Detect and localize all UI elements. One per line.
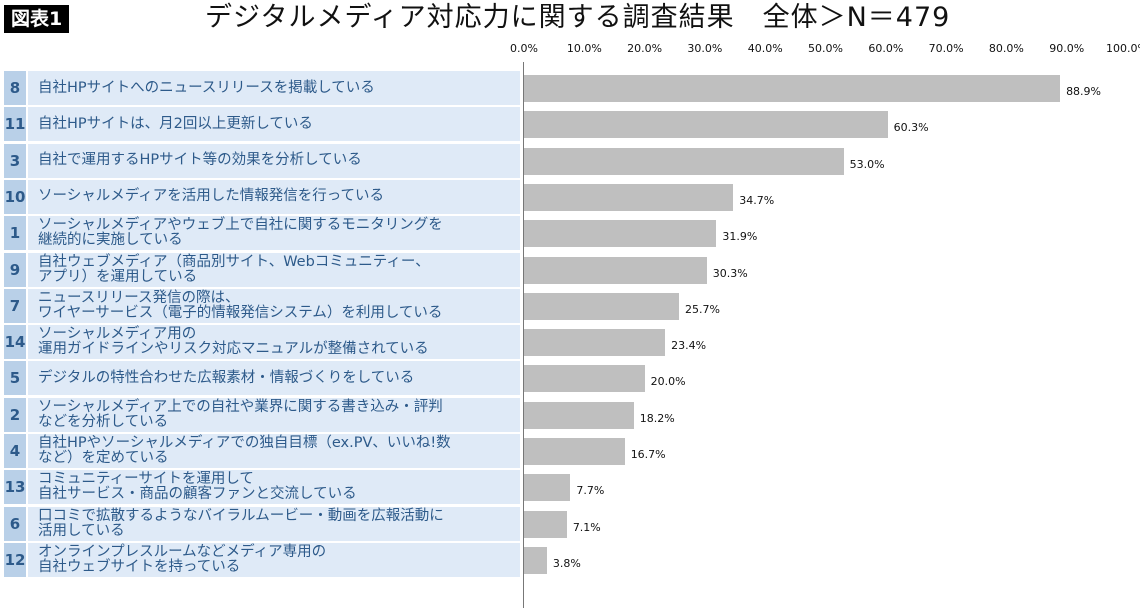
category-label: 自社ウェブメディア（商品別サイト、Webコミュニティー、 アプリ）を運用している — [28, 252, 520, 287]
bar — [524, 329, 666, 357]
item-number: 3 — [4, 143, 26, 178]
category-label: ソーシャルメディア用の 運用ガイドラインやリスク対応マニュアルが整備されている — [28, 325, 520, 360]
bar — [524, 220, 717, 248]
category-row: 12 オンラインプレスルームなどメディア専用の 自社ウェブサイトを持っている — [4, 542, 520, 577]
category-row: 2 ソーシャルメディア上での自社や業界に関する書き込み・評判 などを分析している — [4, 397, 520, 432]
category-label: コミュニティーサイトを運用して 自社サービス・商品の顧客ファンと交流している — [28, 470, 520, 505]
data-label: 23.4% — [671, 339, 707, 353]
category-label: 口コミで拡散するようなバイラルムービー・動画を広報活動に 活用している — [28, 506, 520, 541]
item-number: 6 — [4, 506, 26, 541]
bar — [524, 75, 1061, 102]
item-number: 12 — [4, 542, 26, 577]
item-number: 11 — [4, 107, 26, 142]
category-label: 自社HPサイトへのニュースリリースを掲載している — [28, 71, 520, 105]
data-label: 20.0% — [650, 375, 686, 389]
category-row: 3 自社で運用するHPサイト等の効果を分析している — [4, 143, 520, 178]
category-label: ニュースリリース発信の際は、 ワイヤーサービス（電子的情報発信システム）を利用し… — [28, 288, 520, 323]
bar — [524, 510, 567, 538]
item-number: 14 — [4, 325, 26, 360]
category-row: 11 自社HPサイトは、月2回以上更新している — [4, 107, 520, 142]
category-row: 1 ソーシャルメディアやウェブ上で自社に関するモニタリングを 継続的に実施している — [4, 216, 520, 251]
x-tick-label: 100.0% — [1106, 42, 1140, 55]
item-number: 13 — [4, 470, 26, 505]
x-tick-label: 40.0% — [747, 42, 783, 55]
bar — [524, 292, 679, 320]
bar — [524, 147, 844, 175]
bar — [524, 401, 634, 429]
item-number: 4 — [4, 434, 26, 468]
category-row: 5 デジタルの特性合わせた広報素材・情報づくりをしている — [4, 361, 520, 396]
category-row: 10 ソーシャルメディアを活用した情報発信を行っている — [4, 179, 520, 214]
category-row: 13 コミュニティーサイトを運用して 自社サービス・商品の顧客ファンと交流している — [4, 470, 520, 505]
bar — [524, 365, 645, 393]
x-tick-label: 60.0% — [868, 42, 904, 55]
data-label: 31.9% — [722, 230, 758, 244]
x-tick-label: 20.0% — [627, 42, 663, 55]
category-label: オンラインプレスルームなどメディア専用の 自社ウェブサイトを持っている — [28, 542, 520, 577]
item-number: 2 — [4, 397, 26, 432]
bar — [524, 474, 571, 502]
item-number: 9 — [4, 252, 26, 287]
data-label: 18.2% — [639, 411, 675, 425]
item-number: 8 — [4, 71, 26, 105]
category-label: 自社で運用するHPサイト等の効果を分析している — [28, 143, 520, 178]
bar — [524, 546, 547, 574]
x-tick-label: 80.0% — [988, 42, 1024, 55]
data-label: 53.0% — [849, 157, 885, 171]
bar — [524, 438, 625, 465]
x-tick-label: 50.0% — [808, 42, 843, 55]
category-row: 9 自社ウェブメディア（商品別サイト、Webコミュニティー、 アプリ）を運用してい… — [4, 252, 520, 287]
data-label: 60.3% — [893, 121, 929, 135]
category-row: 14 ソーシャルメディア用の 運用ガイドラインやリスク対応マニュアルが整備されてい… — [4, 325, 520, 360]
item-number: 1 — [4, 216, 26, 251]
bar — [524, 111, 888, 139]
x-tick-label: 0.0% — [510, 42, 538, 55]
data-label: 7.1% — [572, 520, 601, 534]
data-label: 25.7% — [684, 302, 720, 316]
category-row: 4 自社HPやソーシャルメディアでの独自目標（ex.PV、いいね!数 など）を定め… — [4, 434, 520, 468]
y-axis-line — [523, 62, 524, 608]
category-label: ソーシャルメディアを活用した情報発信を行っている — [28, 179, 520, 214]
category-row: 6 口コミで拡散するようなバイラルムービー・動画を広報活動に 活用している — [4, 506, 520, 541]
figure-badge: 図表1 — [4, 5, 70, 33]
category-label: デジタルの特性合わせた広報素材・情報づくりをしている — [28, 361, 520, 396]
bar — [524, 256, 707, 284]
x-tick-label: 70.0% — [928, 42, 964, 55]
data-label: 88.9% — [1066, 85, 1102, 98]
item-number: 7 — [4, 288, 26, 323]
data-label: 3.8% — [552, 556, 581, 570]
data-label: 7.7% — [576, 484, 605, 498]
data-label: 34.7% — [739, 193, 775, 207]
category-row: 8 自社HPサイトへのニュースリリースを掲載している — [4, 71, 520, 105]
category-label: 自社HPやソーシャルメディアでの独自目標（ex.PV、いいね!数 など）を定めて… — [28, 434, 520, 468]
bar — [524, 183, 734, 211]
chart-title: デジタルメディア対応力に関する調査結果 全体＞N＝479 — [205, 2, 951, 33]
category-row: 7 ニュースリリース発信の際は、 ワイヤーサービス（電子的情報発信システム）を利用… — [4, 288, 520, 323]
x-tick-label: 10.0% — [566, 42, 602, 55]
x-tick-label: 30.0% — [687, 42, 723, 55]
item-number: 10 — [4, 179, 26, 214]
category-label: ソーシャルメディアやウェブ上で自社に関するモニタリングを 継続的に実施している — [28, 216, 520, 251]
data-label: 30.3% — [712, 266, 748, 280]
data-label: 16.7% — [630, 448, 666, 461]
x-tick-label: 90.0% — [1049, 42, 1085, 55]
category-label: ソーシャルメディア上での自社や業界に関する書き込み・評判 などを分析している — [28, 397, 520, 432]
item-number: 5 — [4, 361, 26, 396]
category-label: 自社HPサイトは、月2回以上更新している — [28, 107, 520, 142]
